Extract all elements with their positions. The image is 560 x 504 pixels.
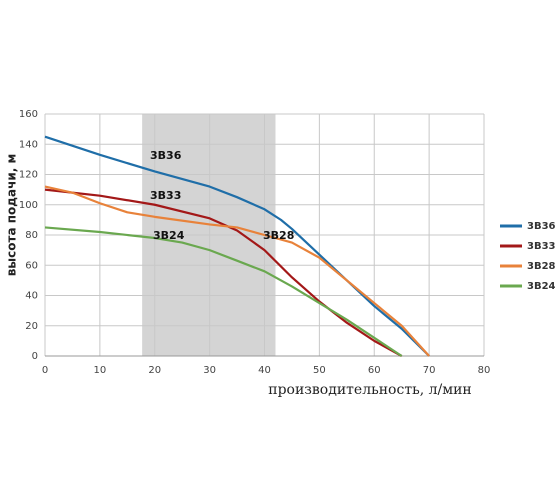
legend-label: 3В33 xyxy=(527,241,556,252)
y-axis-label: высота подачи, м xyxy=(5,154,19,277)
y-tick-label: 80 xyxy=(25,230,38,241)
x-tick-label: 70 xyxy=(423,365,436,376)
x-tick-label: 50 xyxy=(313,365,326,376)
x-tick-label: 40 xyxy=(258,365,271,376)
series-annotation: 3В28 xyxy=(263,229,294,242)
y-tick-label: 20 xyxy=(25,321,38,332)
x-tick-label: 0 xyxy=(42,365,48,376)
y-tick-label: 160 xyxy=(19,109,38,120)
series-line xyxy=(44,185,430,357)
y-tick-label: 40 xyxy=(25,291,38,302)
series-line xyxy=(44,135,430,357)
x-tick-label: 10 xyxy=(94,365,107,376)
series-line xyxy=(44,188,403,357)
x-tick-label: 60 xyxy=(368,365,381,376)
series-annotation: 3В36 xyxy=(150,149,182,162)
x-tick-label: 30 xyxy=(203,365,216,376)
x-tick-label: 20 xyxy=(148,365,161,376)
x-axis-label: производительность, л/мин xyxy=(268,382,472,398)
y-tick-label: 0 xyxy=(32,351,38,362)
legend-label: 3В24 xyxy=(527,281,556,292)
y-tick-label: 120 xyxy=(19,170,38,181)
y-tick-label: 100 xyxy=(19,200,38,211)
legend-label: 3В28 xyxy=(527,261,556,272)
series-annotation: 3В33 xyxy=(150,189,181,202)
series-annotation: 3В24 xyxy=(153,229,185,242)
series-line xyxy=(44,226,403,357)
y-tick-label: 60 xyxy=(25,260,38,271)
legend-label: 3В36 xyxy=(527,221,556,232)
y-tick-label: 140 xyxy=(19,139,38,150)
x-tick-label: 80 xyxy=(478,365,491,376)
